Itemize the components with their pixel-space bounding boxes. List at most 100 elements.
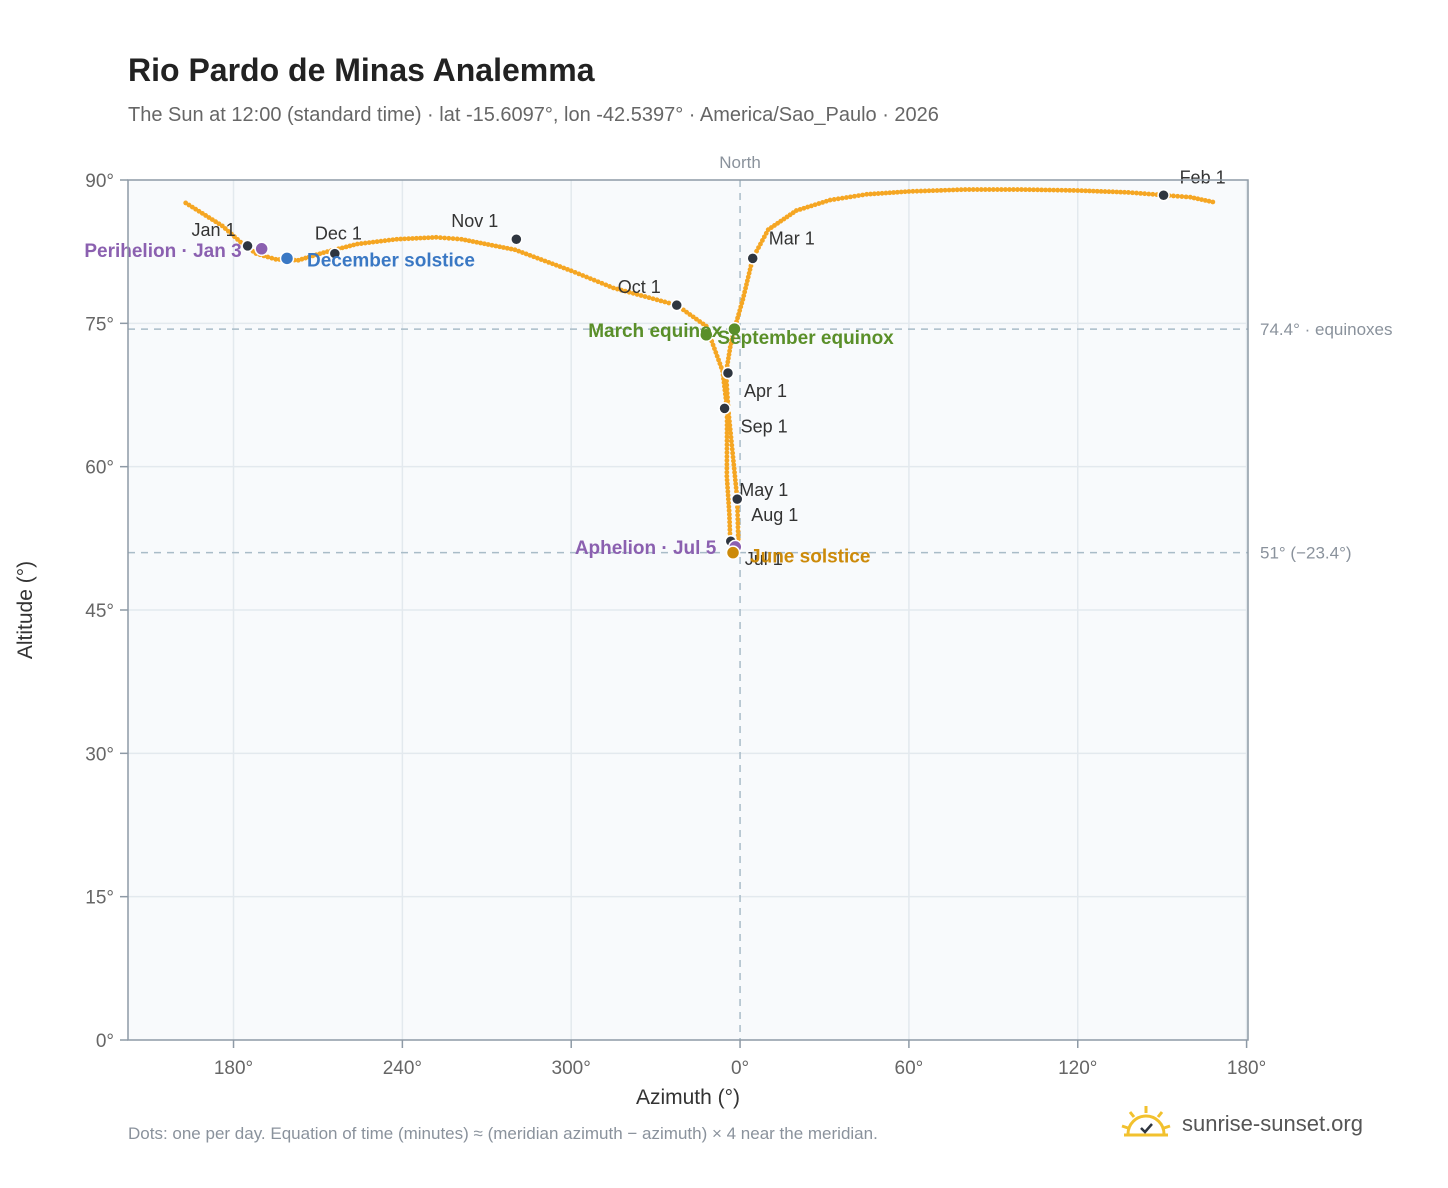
north-line-label: North	[719, 153, 761, 172]
daily-dot	[466, 238, 472, 244]
daily-dot	[306, 254, 312, 260]
x-tick-label: 120°	[1058, 1058, 1097, 1079]
daily-dot	[1110, 189, 1116, 195]
daily-dot	[725, 485, 730, 491]
daily-dot	[386, 237, 392, 243]
daily-dot	[1142, 191, 1148, 197]
daily-dot	[1075, 188, 1081, 193]
daily-dot	[630, 290, 636, 296]
daily-dot	[358, 241, 364, 246]
chart-subtitle: The Sun at 12:00 (standard time) · lat -…	[128, 104, 939, 126]
y-tick-label: 75°	[85, 314, 114, 335]
daily-dot	[754, 248, 759, 254]
daily-dot	[343, 244, 349, 250]
daily-dot	[402, 236, 408, 242]
daily-dot	[1146, 191, 1152, 197]
daily-dot	[421, 235, 427, 241]
month-label: May 1	[739, 480, 788, 500]
month-label: Apr 1	[744, 381, 787, 401]
event-label: Aphelion · Jul 5	[575, 538, 717, 559]
daily-dot	[724, 378, 729, 384]
daily-dot	[733, 481, 739, 487]
daily-dot	[450, 236, 456, 242]
y-tick-label: 45°	[85, 601, 114, 622]
grid-lines	[128, 180, 1248, 1040]
month-marker	[510, 232, 523, 246]
daily-dot	[1175, 193, 1181, 199]
daily-dot	[584, 274, 589, 280]
event-marker	[725, 545, 741, 560]
daily-dot	[727, 519, 733, 525]
daily-dot	[729, 446, 735, 452]
daily-dot	[650, 296, 656, 302]
daily-dot	[891, 190, 896, 195]
daily-dot	[1019, 187, 1024, 192]
daily-dot	[1067, 187, 1073, 193]
daily-dot	[347, 243, 353, 249]
daily-dot	[339, 245, 345, 251]
daily-dot	[634, 292, 640, 297]
daily-dot	[954, 187, 960, 193]
y-axis-ticks: 0° 15° 30° 45° 60° 75° 90°	[85, 171, 128, 1052]
daily-dot	[1130, 190, 1135, 196]
daily-dot	[950, 187, 956, 193]
daily-dot	[493, 243, 499, 249]
reference-line-label: 74.4° · equinoxes	[1260, 320, 1393, 339]
daily-dot	[737, 308, 743, 313]
daily-dot	[898, 189, 904, 195]
daily-dot	[1023, 187, 1028, 193]
daily-dot	[553, 262, 559, 268]
y-axis-label: Altitude (°)	[14, 561, 37, 659]
daily-dot	[713, 349, 719, 355]
daily-dot	[1202, 197, 1208, 203]
daily-dot	[1206, 198, 1212, 204]
reference-line-label: 51° (−23.4°)	[1260, 544, 1352, 563]
daily-dot	[666, 300, 672, 306]
daily-dot	[470, 239, 476, 244]
daily-dot	[729, 442, 735, 448]
month-marker	[746, 252, 759, 265]
daily-dot	[727, 422, 733, 428]
daily-dot	[724, 465, 730, 471]
daily-dot	[843, 195, 849, 200]
daily-dot	[879, 190, 885, 196]
event-markers: Perihelion · Jan 3 December solstice March…	[84, 241, 894, 568]
daily-dot	[994, 187, 1000, 192]
daily-dot	[978, 187, 984, 192]
daily-dot	[724, 386, 730, 392]
daily-dot	[523, 251, 529, 257]
month-label: Aug 1	[751, 505, 798, 525]
daily-dot	[417, 235, 423, 241]
daily-dot	[724, 430, 730, 436]
daily-dot	[724, 382, 730, 388]
daily-dot	[808, 203, 814, 209]
daily-dot	[1011, 187, 1016, 192]
daily-dot	[550, 261, 555, 267]
daily-dot	[622, 288, 628, 294]
daily-dot	[1179, 194, 1185, 199]
y-tick-label: 60°	[85, 458, 114, 479]
chart-title: Rio Pardo de Minas Analemma	[128, 52, 595, 88]
month-marker	[241, 239, 254, 253]
daily-dot	[1083, 188, 1088, 194]
daily-dot	[351, 242, 356, 248]
daily-dot	[724, 462, 730, 467]
daily-dot	[717, 361, 723, 367]
daily-dot	[728, 434, 734, 440]
daily-dot	[1122, 189, 1127, 195]
daily-dot	[745, 274, 751, 280]
daily-dot	[724, 446, 730, 452]
daily-dot	[370, 239, 376, 245]
daily-dot	[1047, 187, 1053, 193]
daily-dot	[801, 205, 807, 211]
daily-dot	[724, 458, 730, 463]
month-label: Dec 1	[315, 224, 362, 244]
x-tick-label: 180°	[214, 1058, 253, 1079]
event-label: June solstice	[750, 547, 870, 568]
daily-dot	[646, 295, 652, 301]
brand-logo[interactable]: sunrise-sunset.org	[1120, 1100, 1363, 1148]
daily-dot	[557, 264, 563, 269]
daily-dot	[374, 239, 380, 245]
daily-dot	[446, 235, 452, 241]
